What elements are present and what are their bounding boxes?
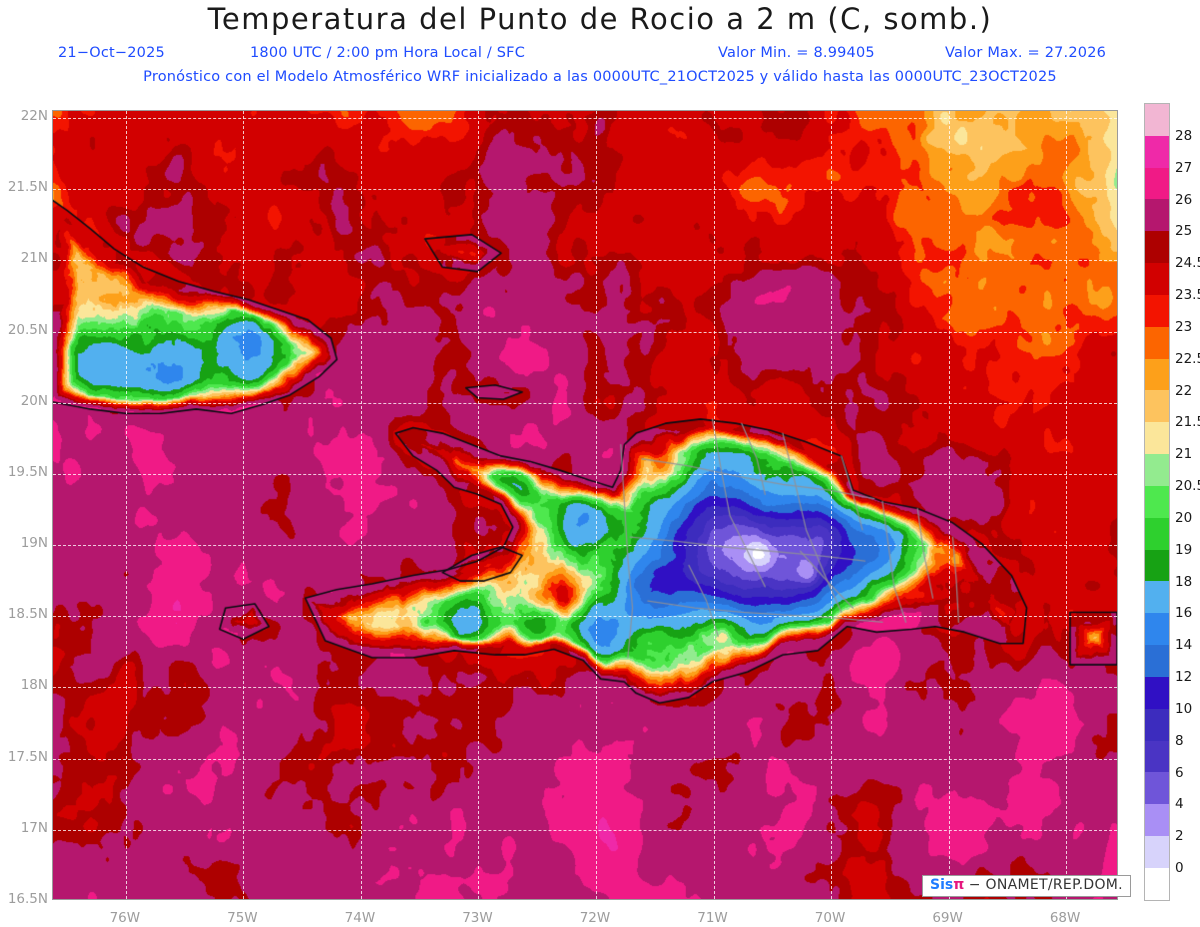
watermark-pi-icon: π bbox=[953, 877, 965, 893]
colorbar-tick-label: 12 bbox=[1175, 669, 1193, 686]
colorbar-swatch bbox=[1145, 454, 1169, 486]
x-tick-label: 76W bbox=[109, 910, 141, 926]
colorbar-swatch bbox=[1145, 485, 1169, 518]
colorbar-tick-labels: 2827262524.523.52322.52221.52120.5201918… bbox=[1175, 103, 1200, 901]
colorbar-tick-label: 25 bbox=[1175, 223, 1193, 240]
x-tick-label: 73W bbox=[462, 910, 493, 926]
colorbar-swatch bbox=[1145, 422, 1169, 455]
colorbar-tick-label: 8 bbox=[1175, 732, 1184, 749]
colorbar-tick-label: 22.5 bbox=[1175, 350, 1200, 367]
page-title: Temperatura del Punto de Rocio a 2 m (C,… bbox=[207, 2, 993, 36]
colorbar-tick-label: 21 bbox=[1175, 446, 1193, 463]
colorbar-swatch bbox=[1145, 326, 1169, 359]
x-tick-label: 74W bbox=[344, 910, 376, 926]
y-tick-label: 17N bbox=[20, 819, 48, 836]
dewpoint-temperature-raster bbox=[53, 111, 1117, 899]
colorbar-tick-label: 4 bbox=[1175, 796, 1184, 813]
colorbar-swatch bbox=[1145, 263, 1169, 295]
colorbar-swatch bbox=[1145, 135, 1169, 168]
colorbar-swatch bbox=[1145, 836, 1169, 868]
x-tick-label: 75W bbox=[227, 910, 258, 926]
map-plot-area[interactable] bbox=[52, 110, 1118, 900]
value-max-label: Valor Max. = 27.2026 bbox=[945, 45, 1107, 61]
colorbar-tick-label: 19 bbox=[1175, 541, 1193, 558]
x-tick-label: 71W bbox=[697, 910, 728, 926]
colorbar-tick-label: 22 bbox=[1175, 382, 1193, 399]
model-description: Pronóstico con el Modelo Atmosférico WRF… bbox=[143, 69, 1057, 85]
forecast-time-info: 1800 UTC / 2:00 pm Hora Local / SFC bbox=[250, 45, 526, 61]
y-tick-label: 19.5N bbox=[7, 463, 48, 480]
colorbar-swatch bbox=[1145, 581, 1169, 614]
colorbar-tick-label: 10 bbox=[1175, 700, 1193, 717]
forecast-date: 21−Oct−2025 bbox=[58, 45, 165, 61]
colorbar-tick-label: 26 bbox=[1175, 191, 1193, 208]
x-tick-label: 70W bbox=[814, 910, 846, 926]
colorbar-tick-label: 20.5 bbox=[1175, 478, 1200, 495]
colorbar-swatch bbox=[1145, 804, 1169, 837]
colorbar-tick-label: 6 bbox=[1175, 764, 1184, 781]
colorbar-swatch bbox=[1145, 549, 1169, 582]
chart-header: Temperatura del Punto de Rocio a 2 m (C,… bbox=[0, 0, 1200, 96]
colorbar-swatch bbox=[1145, 867, 1169, 900]
colorbar-tick-label: 18 bbox=[1175, 573, 1193, 590]
x-tick-label: 72W bbox=[579, 910, 611, 926]
y-tick-label: 21N bbox=[20, 250, 48, 267]
y-tick-label: 21.5N bbox=[7, 179, 48, 196]
colorbar-tick-label: 14 bbox=[1175, 637, 1193, 654]
colorbar-swatch bbox=[1145, 676, 1169, 709]
y-tick-label: 18N bbox=[20, 677, 48, 694]
colorbar-swatch bbox=[1145, 517, 1169, 550]
colorbar-swatch bbox=[1145, 613, 1169, 646]
y-tick-label: 17.5N bbox=[7, 748, 48, 765]
x-tick-label: 68W bbox=[1049, 910, 1081, 926]
colorbar-tick-label: 27 bbox=[1175, 159, 1193, 176]
colorbar-swatch bbox=[1145, 645, 1169, 677]
y-tick-label: 19N bbox=[20, 535, 48, 552]
y-tick-label: 20N bbox=[20, 392, 48, 409]
colorbar bbox=[1144, 103, 1170, 901]
colorbar-tick-label: 28 bbox=[1175, 127, 1193, 144]
colorbar-tick-label: 2 bbox=[1175, 828, 1184, 845]
x-tick-label: 69W bbox=[932, 910, 963, 926]
watermark-sis-text: Sis bbox=[930, 877, 954, 893]
colorbar-swatch bbox=[1145, 167, 1169, 200]
y-tick-label: 20.5N bbox=[7, 321, 48, 338]
colorbar-swatch bbox=[1145, 740, 1169, 773]
colorbar-swatch bbox=[1145, 772, 1169, 805]
value-min-label: Valor Min. = 8.99405 bbox=[718, 45, 875, 61]
watermark-agency-text: − ONAMET/REP.DOM. bbox=[968, 877, 1123, 893]
colorbar-swatch bbox=[1145, 390, 1169, 423]
colorbar-tick-label: 23 bbox=[1175, 318, 1193, 335]
colorbar-tick-label: 23.5 bbox=[1175, 287, 1200, 304]
colorbar-swatch bbox=[1145, 358, 1169, 391]
colorbar-tick-label: 21.5 bbox=[1175, 414, 1200, 431]
provider-watermark: Sisπ − ONAMET/REP.DOM. bbox=[922, 875, 1131, 897]
colorbar-swatch bbox=[1145, 104, 1169, 136]
colorbar-swatch bbox=[1145, 231, 1169, 264]
colorbar-tick-label: 24.5 bbox=[1175, 255, 1200, 272]
colorbar-tick-label: 16 bbox=[1175, 605, 1193, 622]
colorbar-swatch bbox=[1145, 708, 1169, 741]
colorbar-tick-label: 20 bbox=[1175, 509, 1193, 526]
y-tick-label: 16.5N bbox=[7, 891, 48, 907]
y-tick-label: 22N bbox=[20, 108, 48, 125]
colorbar-swatch bbox=[1145, 199, 1169, 232]
y-tick-label: 18.5N bbox=[7, 606, 48, 623]
colorbar-swatch bbox=[1145, 294, 1169, 327]
colorbar-tick-label: 0 bbox=[1175, 860, 1184, 877]
